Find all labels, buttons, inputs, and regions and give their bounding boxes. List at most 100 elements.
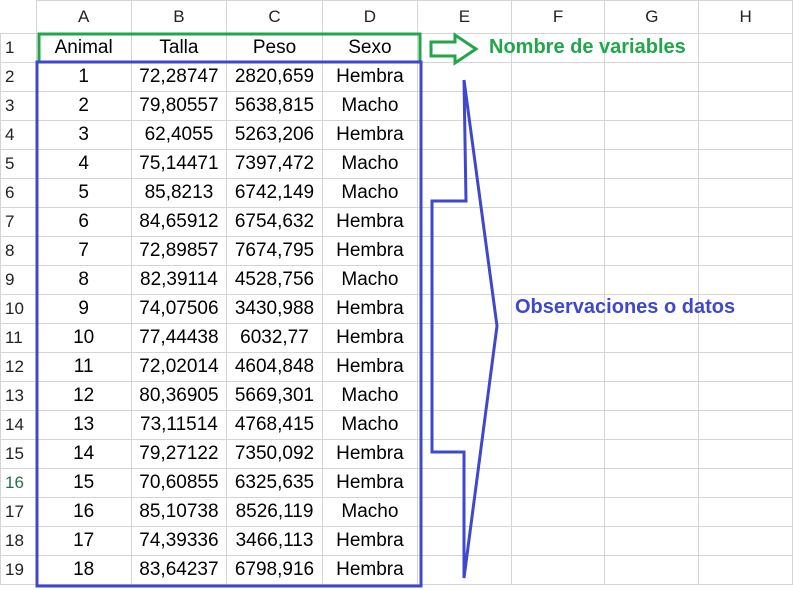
cell[interactable]: 3466,113 [226, 526, 323, 556]
cell[interactable]: 5263,206 [226, 120, 323, 150]
cell[interactable] [604, 207, 700, 237]
column-header-b[interactable]: B [130, 0, 228, 34]
cell[interactable]: 4768,415 [226, 410, 323, 440]
cell[interactable]: 72,28747 [130, 62, 228, 92]
cell[interactable]: 6032,77 [226, 323, 323, 353]
cell[interactable] [510, 323, 606, 353]
cell[interactable] [604, 178, 700, 208]
cell[interactable] [510, 555, 606, 585]
cell[interactable]: Macho [321, 91, 419, 121]
cell[interactable]: Hembra [321, 526, 419, 556]
cell[interactable] [417, 236, 512, 266]
cell[interactable]: 82,39114 [130, 265, 228, 295]
cell[interactable] [698, 497, 793, 527]
cell[interactable]: Hembra [321, 294, 419, 324]
cell[interactable]: 1 [35, 62, 132, 92]
cell[interactable]: 5669,301 [226, 381, 323, 411]
cell[interactable] [510, 410, 606, 440]
cell[interactable]: 3430,988 [226, 294, 323, 324]
column-header-h[interactable]: H [698, 0, 793, 34]
cell[interactable] [604, 91, 700, 121]
cell[interactable] [510, 236, 606, 266]
cell[interactable] [417, 149, 512, 179]
row-header[interactable]: 5 [0, 149, 37, 179]
cell[interactable]: 18 [35, 555, 132, 585]
column-header-e[interactable]: E [417, 0, 512, 34]
cell[interactable] [417, 526, 512, 556]
cell[interactable]: Hembra [321, 352, 419, 382]
cell[interactable] [417, 410, 512, 440]
cell[interactable]: 77,44438 [130, 323, 228, 353]
row-header[interactable]: 12 [0, 352, 37, 382]
cell[interactable] [698, 323, 793, 353]
cell[interactable]: Hembra [321, 439, 419, 469]
cell[interactable]: 75,14471 [130, 149, 228, 179]
cell[interactable] [698, 120, 793, 150]
cell[interactable]: Macho [321, 497, 419, 527]
cell[interactable]: 16 [35, 497, 132, 527]
cell[interactable]: Macho [321, 265, 419, 295]
cell[interactable]: 11 [35, 352, 132, 382]
cell[interactable] [417, 62, 512, 92]
column-header-a[interactable]: A [35, 0, 132, 34]
cell[interactable]: 7674,795 [226, 236, 323, 266]
cell[interactable]: Talla [130, 33, 228, 63]
cell[interactable]: 84,65912 [130, 207, 228, 237]
cell[interactable] [698, 149, 793, 179]
cell[interactable]: Peso [226, 33, 323, 63]
row-header[interactable]: 6 [0, 178, 37, 208]
cell[interactable] [698, 265, 793, 295]
cell[interactable] [698, 294, 793, 324]
cell[interactable] [417, 265, 512, 295]
row-header[interactable]: 19 [0, 555, 37, 585]
row-header[interactable]: 1 [0, 33, 37, 63]
row-header[interactable]: 9 [0, 265, 37, 295]
cell[interactable] [417, 439, 512, 469]
cell[interactable] [510, 439, 606, 469]
cell[interactable]: Hembra [321, 323, 419, 353]
column-header-f[interactable]: F [510, 0, 606, 34]
cell[interactable]: Sexo [321, 33, 419, 63]
cell[interactable] [604, 265, 700, 295]
cell[interactable] [698, 236, 793, 266]
cell[interactable] [417, 294, 512, 324]
cell[interactable] [604, 62, 700, 92]
cell[interactable] [698, 33, 793, 63]
cell[interactable]: 8526,119 [226, 497, 323, 527]
cell[interactable]: 10 [35, 323, 132, 353]
cell[interactable] [604, 236, 700, 266]
row-header[interactable]: 17 [0, 497, 37, 527]
cell[interactable] [698, 526, 793, 556]
cell[interactable]: 70,60855 [130, 468, 228, 498]
cell[interactable]: Macho [321, 149, 419, 179]
cell[interactable]: 15 [35, 468, 132, 498]
cell[interactable]: 6742,149 [226, 178, 323, 208]
cell[interactable]: 80,36905 [130, 381, 228, 411]
cell[interactable]: 13 [35, 410, 132, 440]
column-header-c[interactable]: C [226, 0, 323, 34]
cell[interactable]: Hembra [321, 555, 419, 585]
row-header[interactable]: 7 [0, 207, 37, 237]
cell[interactable] [698, 439, 793, 469]
cell[interactable] [604, 555, 700, 585]
row-header[interactable]: 13 [0, 381, 37, 411]
cell[interactable] [510, 120, 606, 150]
cell[interactable] [417, 497, 512, 527]
cell[interactable]: 4604,848 [226, 352, 323, 382]
cell[interactable]: 2 [35, 91, 132, 121]
cell[interactable] [698, 352, 793, 382]
cell[interactable] [510, 352, 606, 382]
cell[interactable] [417, 120, 512, 150]
cell[interactable]: Macho [321, 178, 419, 208]
cell[interactable] [604, 497, 700, 527]
cell[interactable]: 62,4055 [130, 120, 228, 150]
cell[interactable]: 4 [35, 149, 132, 179]
row-header[interactable]: 10 [0, 294, 37, 324]
cell[interactable]: 5638,815 [226, 91, 323, 121]
cell[interactable]: 14 [35, 439, 132, 469]
cell[interactable]: 6 [35, 207, 132, 237]
row-header[interactable]: 15 [0, 439, 37, 469]
cell[interactable]: 73,11514 [130, 410, 228, 440]
cell[interactable] [510, 62, 606, 92]
select-all-corner[interactable] [0, 0, 37, 34]
